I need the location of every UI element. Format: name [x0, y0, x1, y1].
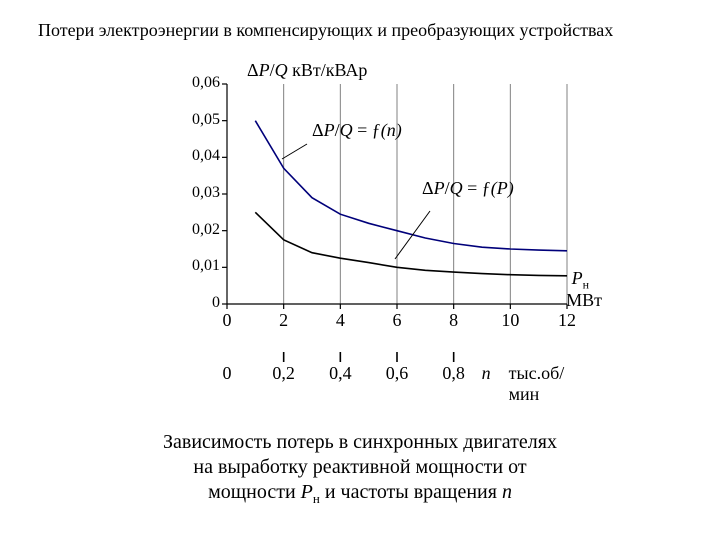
x2-tick-label: 0,8 [434, 363, 474, 384]
y-tick-label: 0,06 [180, 74, 220, 92]
page-title: Потери электроэнергии в компенсирующих и… [38, 20, 613, 41]
x2-tick-label: 0,2 [264, 363, 304, 384]
x2-tick-label: 0,4 [320, 363, 360, 384]
x-axis-primary-unit: МВт [566, 290, 602, 311]
x-tick-label: 12 [552, 310, 582, 331]
series-label-fn: ΔP/Q = ƒ(n) [312, 120, 402, 141]
x2-tick-label: 0,6 [377, 363, 417, 384]
y-axis-title: ΔP/Q кВт/кВАр [247, 60, 367, 81]
plot-area [227, 84, 567, 304]
x-tick-label: 6 [382, 310, 412, 331]
y-tick-label: 0,04 [180, 147, 220, 165]
x-tick-label: 0 [212, 310, 242, 331]
caption: Зависимость потерь в синхронных двигател… [130, 430, 590, 507]
x-tick-label: 4 [325, 310, 355, 331]
series-label-fp: ΔP/Q = ƒ(P) [422, 178, 514, 199]
x-tick-label: 10 [495, 310, 525, 331]
y-tick-label: 0,02 [180, 221, 220, 239]
x2-tick-label: 0 [207, 363, 247, 384]
y-tick-label: 0,05 [180, 111, 220, 129]
x-axis-secondary-var: n [482, 363, 491, 384]
x-tick-label: 2 [269, 310, 299, 331]
chart: ΔP/Q кВт/кВАр Pн МВт 00,010,020,030,040,… [152, 60, 592, 380]
x-tick-label: 8 [439, 310, 469, 331]
x-axis-secondary-unit: тыс.об/мин [509, 363, 592, 405]
y-tick-label: 0,03 [180, 184, 220, 202]
x-axis-primary-var: Pн [572, 268, 589, 293]
y-tick-label: 0,01 [180, 257, 220, 275]
